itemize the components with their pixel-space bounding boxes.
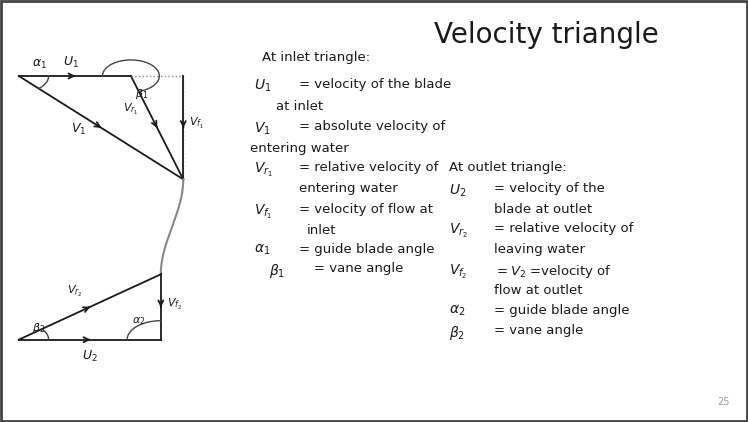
Text: = relative velocity of: = relative velocity of	[299, 161, 438, 174]
Text: entering water: entering water	[299, 182, 398, 195]
Text: At outlet triangle:: At outlet triangle:	[449, 161, 566, 174]
Text: flow at outlet: flow at outlet	[494, 284, 582, 297]
Text: $\alpha_1$: $\alpha_1$	[32, 58, 47, 71]
Text: = guide blade angle: = guide blade angle	[299, 243, 435, 256]
Text: leaving water: leaving water	[494, 243, 585, 256]
Text: $V_1$: $V_1$	[71, 122, 86, 137]
Text: = absolute velocity of: = absolute velocity of	[299, 120, 446, 133]
Text: = velocity of the: = velocity of the	[494, 182, 604, 195]
Text: inlet: inlet	[307, 224, 337, 237]
Text: $V_{f_2}$: $V_{f_2}$	[167, 298, 182, 312]
Text: $V_{f_1}$: $V_{f_1}$	[189, 116, 204, 131]
Text: $V_{r_2}$: $V_{r_2}$	[67, 284, 82, 299]
Text: $U_1$: $U_1$	[254, 78, 272, 95]
Text: blade at outlet: blade at outlet	[494, 203, 592, 216]
Text: $U_2$: $U_2$	[82, 349, 98, 364]
Text: At inlet triangle:: At inlet triangle:	[262, 51, 370, 64]
Text: $\beta_1$: $\beta_1$	[269, 262, 286, 281]
Text: Velocity triangle: Velocity triangle	[434, 21, 658, 49]
Text: $\alpha_1$: $\alpha_1$	[254, 243, 271, 257]
Text: $\alpha_2$: $\alpha_2$	[132, 315, 145, 327]
Text: $\beta_2$: $\beta_2$	[32, 321, 46, 335]
Text: = guide blade angle: = guide blade angle	[494, 304, 629, 317]
Text: $V_{f_2}$: $V_{f_2}$	[449, 263, 468, 281]
Text: entering water: entering water	[250, 142, 349, 155]
Text: $\beta_2$: $\beta_2$	[449, 324, 465, 342]
Text: = velocity of flow at: = velocity of flow at	[299, 203, 433, 216]
Text: $V_1$: $V_1$	[254, 120, 271, 137]
Text: $V_{r_2}$: $V_{r_2}$	[449, 222, 468, 241]
Text: $V_{f_1}$: $V_{f_1}$	[254, 203, 273, 221]
Text: = vane angle: = vane angle	[314, 262, 403, 276]
Text: = velocity of the blade: = velocity of the blade	[299, 78, 452, 91]
Text: $V_{r_1}$: $V_{r_1}$	[254, 161, 274, 179]
Text: $\alpha_2$: $\alpha_2$	[449, 304, 465, 318]
Text: $U_1$: $U_1$	[63, 54, 79, 70]
Text: $= V_2$ =velocity of: $= V_2$ =velocity of	[494, 263, 612, 280]
Text: = relative velocity of: = relative velocity of	[494, 222, 633, 235]
Text: $V_{r_1}$: $V_{r_1}$	[123, 102, 138, 117]
Text: $\beta_1$: $\beta_1$	[135, 87, 148, 100]
Text: at inlet: at inlet	[275, 100, 323, 113]
Text: = vane angle: = vane angle	[494, 324, 583, 337]
Text: 25: 25	[717, 397, 729, 407]
Text: $U_2$: $U_2$	[449, 182, 466, 199]
